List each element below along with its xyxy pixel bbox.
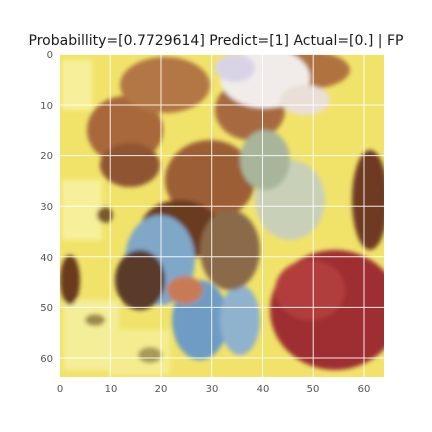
x-tick-label: 0 [57,384,63,395]
x-tick-label: 30 [206,384,219,395]
y-tick-label: 0 [47,50,53,61]
x-tick-label: 20 [155,384,168,395]
image-content [59,54,384,377]
image-texture [60,54,384,375]
y-tick-label: 40 [40,253,53,264]
y-tick-label: 10 [40,101,53,112]
x-axis: 0 10 20 30 40 50 60 [57,384,371,395]
x-tick-label: 10 [105,384,118,395]
y-tick-label: 30 [40,202,53,213]
y-tick-label: 60 [40,354,53,365]
x-tick-label: 40 [257,384,270,395]
grid-lines [59,54,384,377]
plot-title: Probabillity=[0.7729614] Predict=[1] Act… [28,33,404,49]
y-axis: 0 10 20 30 40 50 60 [40,50,53,365]
x-tick-label: 60 [358,384,371,395]
y-tick-label: 50 [40,303,53,314]
y-tick-label: 20 [40,151,53,162]
x-tick-label: 50 [307,384,320,395]
